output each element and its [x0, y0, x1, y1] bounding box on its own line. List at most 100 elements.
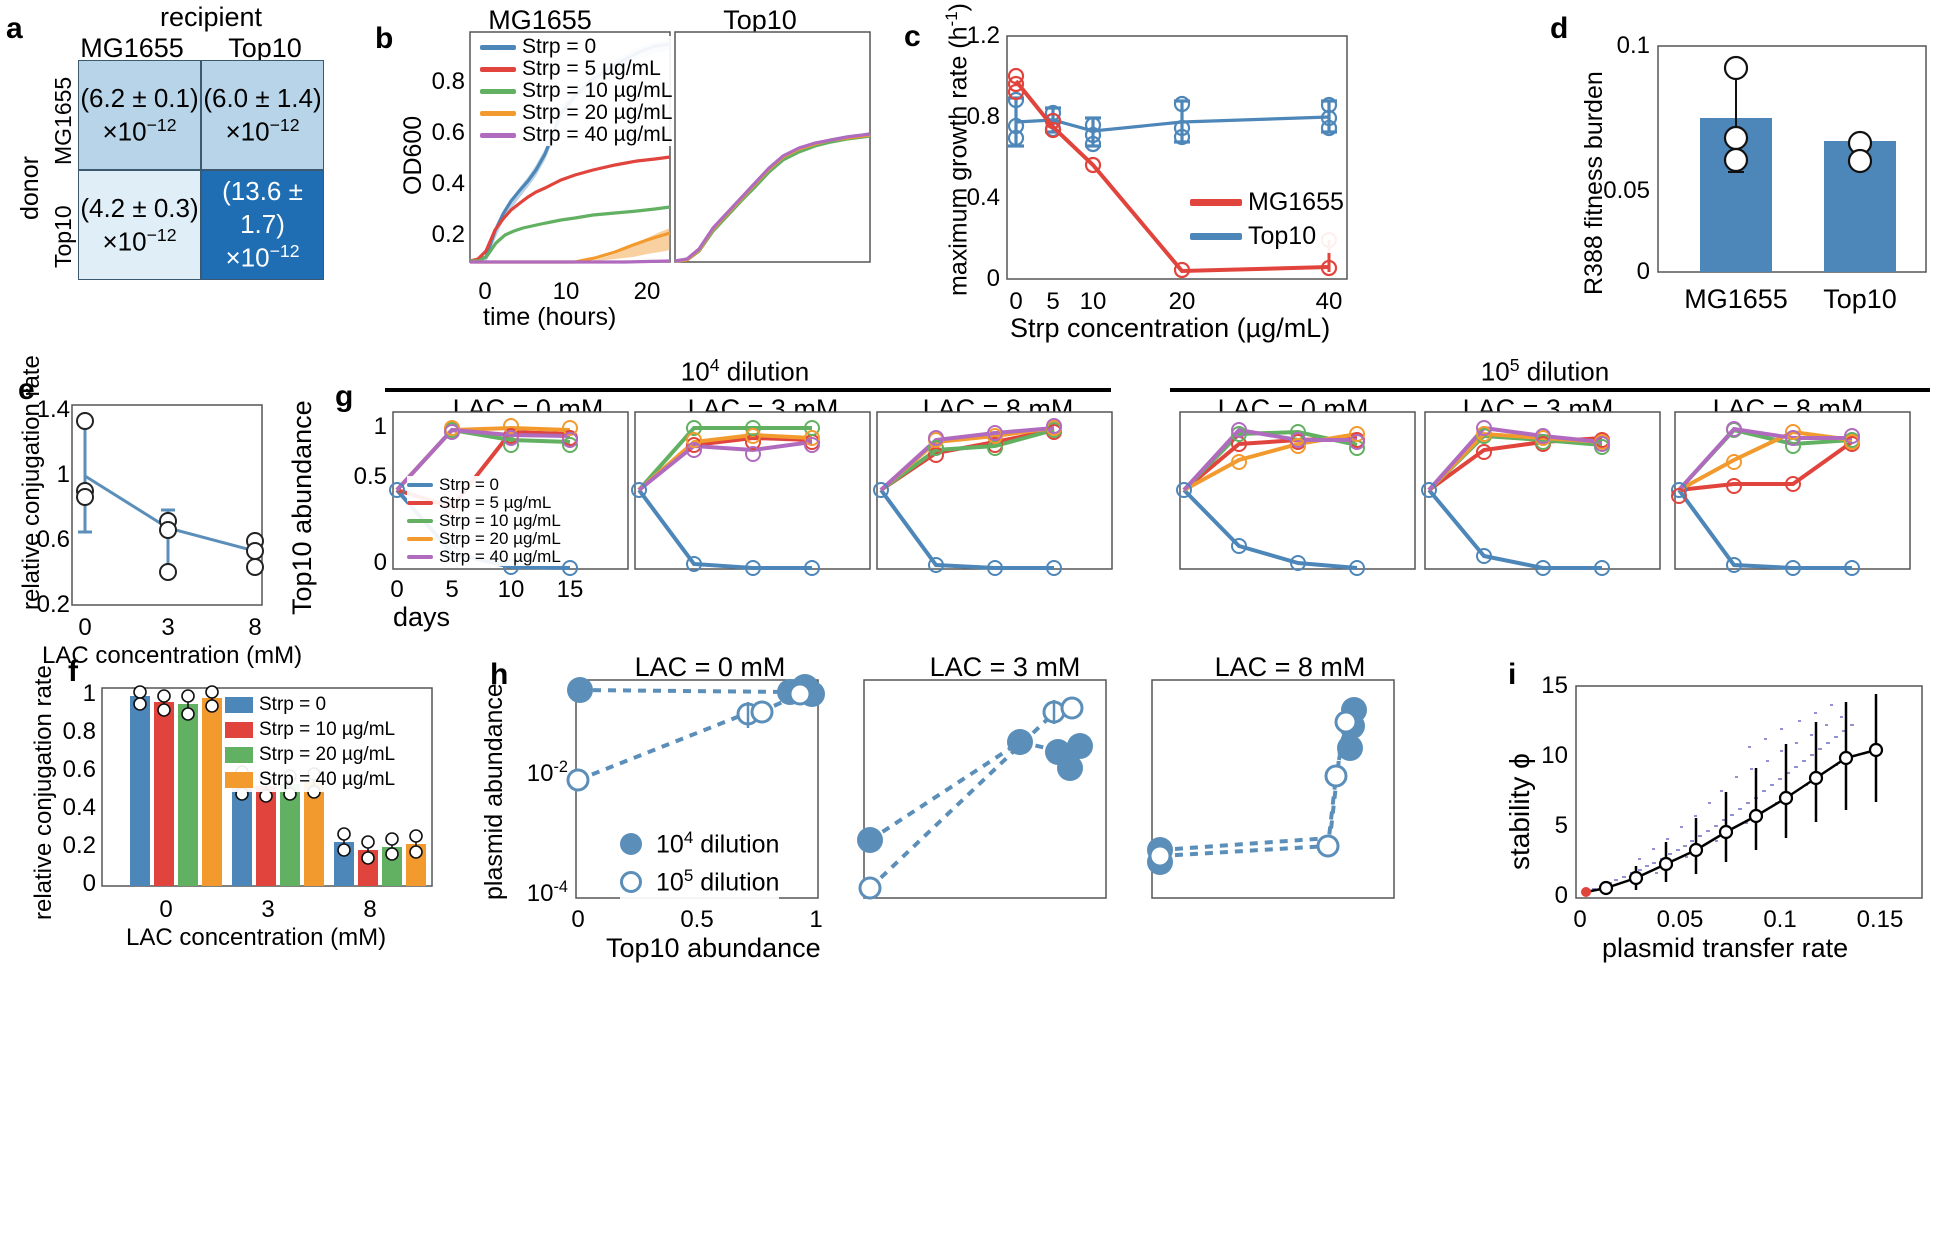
legend-swatch	[225, 746, 253, 763]
panel-a-cell-mg-mg: (6.2 ± 0.1) ×10−12	[78, 60, 201, 170]
panel-c-plot	[1006, 35, 1348, 280]
panel-g-ytick-0: 0	[373, 549, 387, 576]
legend-item[interactable]: MG1655	[1190, 185, 1344, 219]
ytick-sup: -2	[553, 758, 568, 776]
panel-h-ytick-0: 10-4	[490, 878, 568, 908]
group-header-base: 10	[680, 356, 710, 387]
legend-marker-open	[620, 871, 642, 893]
panel-i-xtick-1: 0.05	[1656, 906, 1704, 933]
panel-g-group-rule-1	[1170, 388, 1930, 392]
legend-item[interactable]: Strp = 0	[407, 475, 561, 494]
panel-b-xlabel: time (hours)	[483, 303, 617, 331]
group-header-base: 10	[1480, 356, 1510, 387]
panel-a-row-header: donor	[16, 156, 44, 220]
legend-swatch	[407, 537, 433, 541]
panel-e-ytick-1: 0.6	[36, 526, 70, 553]
legend-item[interactable]: Top10	[1190, 219, 1344, 253]
legend-item[interactable]: Strp = 20 µg/mL	[225, 742, 395, 767]
group-header-tail: dilution	[1519, 356, 1610, 387]
legend-item[interactable]: Strp = 0	[225, 692, 395, 717]
legend-swatch	[407, 501, 433, 505]
panel-e-ytick-3: 1.4	[36, 396, 70, 423]
legend-swatch	[407, 483, 433, 487]
panel-c-xtick-2: 10	[1079, 288, 1107, 315]
panel-g: g 104 dilution 105 dilution LAC = 0 mM L…	[287, 350, 1942, 650]
panel-g-label: g	[335, 380, 354, 413]
panel-h-xtick-2: 1	[809, 906, 823, 933]
panel-f-ytick-3: 0.6	[62, 756, 96, 783]
legend-swatch	[225, 696, 253, 713]
legend-item[interactable]: Strp = 20 µg/mL	[407, 529, 561, 548]
panel-g-group-rule-0	[385, 388, 1111, 392]
panel-b-title-1: Top10	[723, 5, 797, 35]
panel-i-ytick-0: 0	[1554, 882, 1568, 909]
panel-f: f relative conjugation rate 1 0.8 0.6 0.…	[20, 650, 450, 960]
legend-label: Strp = 40 µg/mL	[259, 768, 396, 790]
panel-f-xtick-1: 3	[261, 896, 275, 923]
panel-a-row-label-1: Top10	[50, 205, 76, 268]
panel-g-xtick-1: 5	[445, 576, 459, 603]
legend-swatch	[480, 110, 516, 116]
legend-item[interactable]: Strp = 0	[480, 35, 672, 58]
legend-item[interactable]: Strp = 10 µg/mL	[480, 79, 672, 102]
legend-label: Strp = 20 µg/mL	[259, 743, 396, 765]
panel-c-xtick-3: 20	[1168, 288, 1196, 315]
panel-h-legend: 104 dilution 105 dilution	[620, 825, 780, 901]
panel-i-ytick-2: 10	[1541, 742, 1568, 769]
panel-f-xtick-0: 0	[159, 896, 173, 923]
legend-item[interactable]: 104 dilution	[620, 825, 779, 863]
panel-h: h LAC = 0 mM LAC = 3 mM LAC = 8 mM plasm…	[460, 650, 1470, 963]
panel-h-plot	[566, 674, 1395, 900]
panel-h-xtick-0: 0	[571, 906, 585, 933]
legend-swatch	[407, 555, 433, 559]
panel-c-xtick-4: 40	[1315, 288, 1343, 315]
panel-e-plot	[71, 404, 264, 606]
panel-i-xtick-3: 0.15	[1856, 906, 1904, 933]
panel-f-ytick-0: 0	[82, 870, 96, 897]
legend-item[interactable]: Strp = 20 µg/mL	[480, 101, 672, 124]
panel-d-xtick-1: Top10	[1823, 284, 1897, 314]
legend-label: Strp = 40 µg/mL	[522, 123, 673, 146]
legend-label: 105 dilution	[656, 866, 780, 897]
panel-b-legend: Strp = 0 Strp = 5 µg/mL Strp = 10 µg/mL …	[480, 35, 673, 146]
panel-e-ytick-0: 0.2	[36, 591, 70, 618]
legend-item[interactable]: Strp = 5 µg/mL	[407, 493, 561, 512]
panel-h-xlabel: Top10 abundance	[606, 933, 821, 963]
panel-d-xtick-0: MG1655	[1684, 284, 1788, 314]
legend-item[interactable]: Strp = 10 µg/mL	[407, 511, 561, 530]
panel-c-xlabel: Strp concentration (µg/mL)	[1010, 313, 1331, 343]
legend-label: Strp = 20 µg/mL	[439, 529, 561, 548]
panel-a-col-header: recipient	[159, 2, 263, 32]
panel-c-xtick-0: 0	[1009, 288, 1023, 315]
legend-item[interactable]: Strp = 5 µg/mL	[480, 57, 672, 80]
cell-value: (6.0 ± 1.4)	[203, 82, 322, 113]
cell-exponent: ×10−12	[102, 115, 177, 147]
panel-f-ytick-2: 0.4	[62, 794, 96, 821]
panel-a-col-label-1: Top10	[228, 33, 302, 63]
ytick-base: 10	[526, 880, 554, 907]
panel-h-subtitle-0: LAC = 0 mM	[634, 652, 786, 682]
panel-a-label: a	[6, 12, 23, 45]
legend-swatch	[480, 132, 516, 138]
legend-label: Strp = 5 µg/mL	[439, 493, 552, 512]
panel-c-ytick-1: 0.4	[966, 184, 1000, 211]
legend-swatch	[225, 771, 253, 788]
panel-e-xtick-0: 0	[78, 614, 92, 641]
panel-g-ytick-1: 0.5	[353, 463, 387, 490]
legend-item[interactable]: Strp = 40 µg/mL	[480, 123, 673, 146]
cell-value: (6.2 ± 0.1)	[80, 82, 199, 113]
legend-label: MG1655	[1248, 187, 1344, 216]
legend-item[interactable]: Strp = 40 µg/mL	[407, 547, 561, 566]
panel-b: b MG1655 Top10 OD600 0.8 0.6 0.4 0.2 0 1…	[375, 0, 885, 331]
panel-d-ytick-2: 0.1	[1616, 32, 1650, 59]
legend-marker-filled	[620, 833, 642, 855]
legend-item[interactable]: 105 dilution	[620, 863, 779, 901]
legend-item[interactable]: Strp = 10 µg/mL	[225, 717, 395, 742]
legend-item[interactable]: Strp = 40 µg/mL	[225, 767, 395, 792]
panel-f-ytick-1: 0.2	[62, 832, 96, 859]
panel-b-ytick-0: 0.2	[431, 221, 465, 248]
panel-b-title-0: MG1655	[488, 5, 592, 35]
panel-a-row-label-0: MG1655	[50, 76, 76, 165]
legend-label: Strp = 40 µg/mL	[439, 547, 561, 566]
panel-a-cell-top-top: (13.6 ± 1.7) ×10−12	[201, 170, 324, 280]
